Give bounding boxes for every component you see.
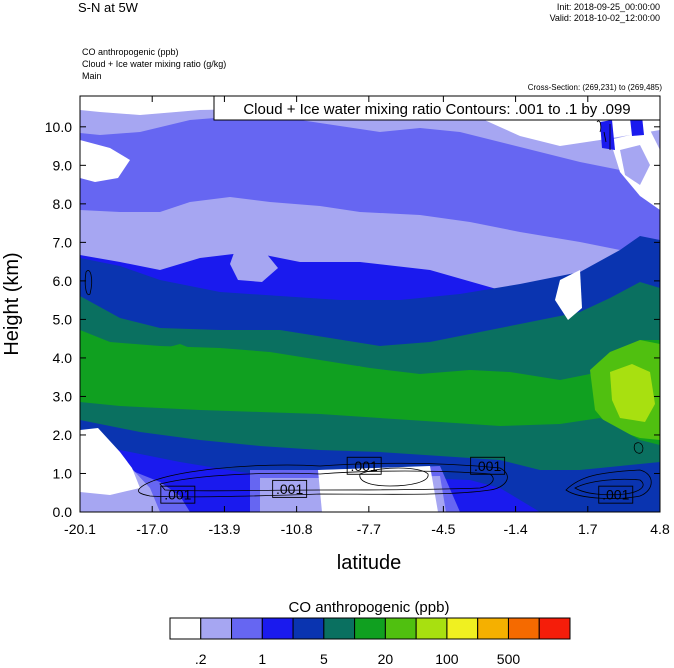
y-tick-label: 5.0 — [53, 311, 73, 327]
colorbar-tick-label: 1 — [258, 651, 266, 667]
colorbar-tick-label: 100 — [435, 651, 459, 667]
contour-title-box — [213, 95, 661, 121]
colorbar-tick-label: 5 — [320, 651, 328, 667]
colorbar-swatch — [292, 617, 325, 640]
colorbar-tick-label: 20 — [378, 651, 394, 667]
x-tick-label: -10.8 — [281, 521, 313, 537]
contour-label-box — [160, 485, 196, 504]
colorbar-swatch — [323, 617, 356, 640]
colorbar-tick-label: 500 — [497, 651, 521, 667]
x-axis-title: latitude — [337, 552, 402, 574]
variable-co-label: CO anthropogenic (ppb) — [82, 47, 179, 57]
y-tick-label: 7.0 — [53, 234, 73, 250]
x-axis: -20.1 -17.0 -13.9 -10.8 -7.7 -4.5 -1.4 1.7 4.8 — [64, 96, 670, 537]
contour-label-box — [598, 485, 634, 504]
x-tick-label: -13.9 — [208, 521, 240, 537]
contour-label: .001 — [351, 458, 378, 474]
y-tick-label: 4.0 — [53, 350, 73, 366]
heatmap-fill — [80, 96, 660, 512]
y-axis-title: Height (km) — [1, 252, 23, 355]
colorbar-swatch — [538, 617, 571, 640]
domain-label: Main — [82, 71, 102, 81]
cloud-contours — [84, 120, 652, 499]
x-tick-label: 4.8 — [650, 521, 670, 537]
contour-label-box — [272, 479, 308, 498]
y-tick-label: 9.0 — [53, 157, 73, 173]
init-time: Init: 2018-09-25_00:00:00 — [556, 2, 660, 12]
y-tick-label: 8.0 — [53, 196, 73, 212]
colorbar-swatch — [477, 617, 509, 640]
contour-label: .001 — [164, 487, 191, 503]
contour-label-box — [470, 456, 506, 475]
colorbar-swatch — [354, 617, 386, 640]
colorbar-swatch — [415, 617, 448, 640]
x-tick-label: -7.7 — [357, 521, 381, 537]
colorbar-swatch — [231, 617, 263, 640]
x-tick-label: -17.0 — [136, 521, 168, 537]
x-tick-label: 1.7 — [578, 521, 598, 537]
x-tick-label: -20.1 — [64, 521, 96, 537]
x-tick-label: -1.4 — [504, 521, 528, 537]
y-tick-label: 0.0 — [53, 504, 73, 520]
contour-labels: .001 .001 .001 .001 .001 — [160, 456, 634, 504]
colorbar-tick-label: .2 — [195, 651, 207, 667]
x-tick-label: -4.5 — [431, 521, 455, 537]
colorbar-title: CO anthropogenic (ppb) — [289, 599, 450, 616]
colorbar-swatch — [507, 617, 540, 640]
y-tick-label: 1.0 — [53, 465, 73, 481]
plot-title: S-N at 5W — [78, 0, 138, 15]
y-tick-label: 10.0 — [45, 119, 72, 135]
y-tick-label: 3.0 — [53, 388, 73, 404]
colorbar-swatch — [261, 617, 294, 640]
colorbar-swatch — [446, 617, 479, 640]
colorbar: .2 1 5 20 100 500 — [169, 617, 571, 667]
colorbar-swatch — [169, 617, 202, 640]
valid-time: Valid: 2018-10-02_12:00:00 — [549, 13, 660, 23]
colorbar-swatch — [200, 617, 233, 640]
variable-cloud-label: Cloud + Ice water mixing ratio (g/kg) — [82, 59, 227, 69]
contour-label: .001 — [602, 487, 629, 503]
contour-title: Cloud + Ice water mixing ratio Contours:… — [243, 101, 630, 118]
y-tick-label: 6.0 — [53, 273, 73, 289]
cross-section-label: Cross-Section: (269,231) to (269,485) — [527, 83, 662, 92]
colorbar-swatch — [384, 617, 417, 640]
contour-label: .001 — [474, 458, 501, 474]
contour-label: .001 — [276, 481, 303, 497]
time-info: Init: 2018-09-25_00:00:00 Valid: 2018-10… — [550, 2, 660, 24]
contour-label-box — [346, 456, 382, 475]
y-axis: 0.0 1.0 2.0 3.0 4.0 5.0 6.0 7.0 8.0 9.0 10.0 — [45, 119, 660, 520]
y-tick-label: 2.0 — [53, 427, 73, 443]
